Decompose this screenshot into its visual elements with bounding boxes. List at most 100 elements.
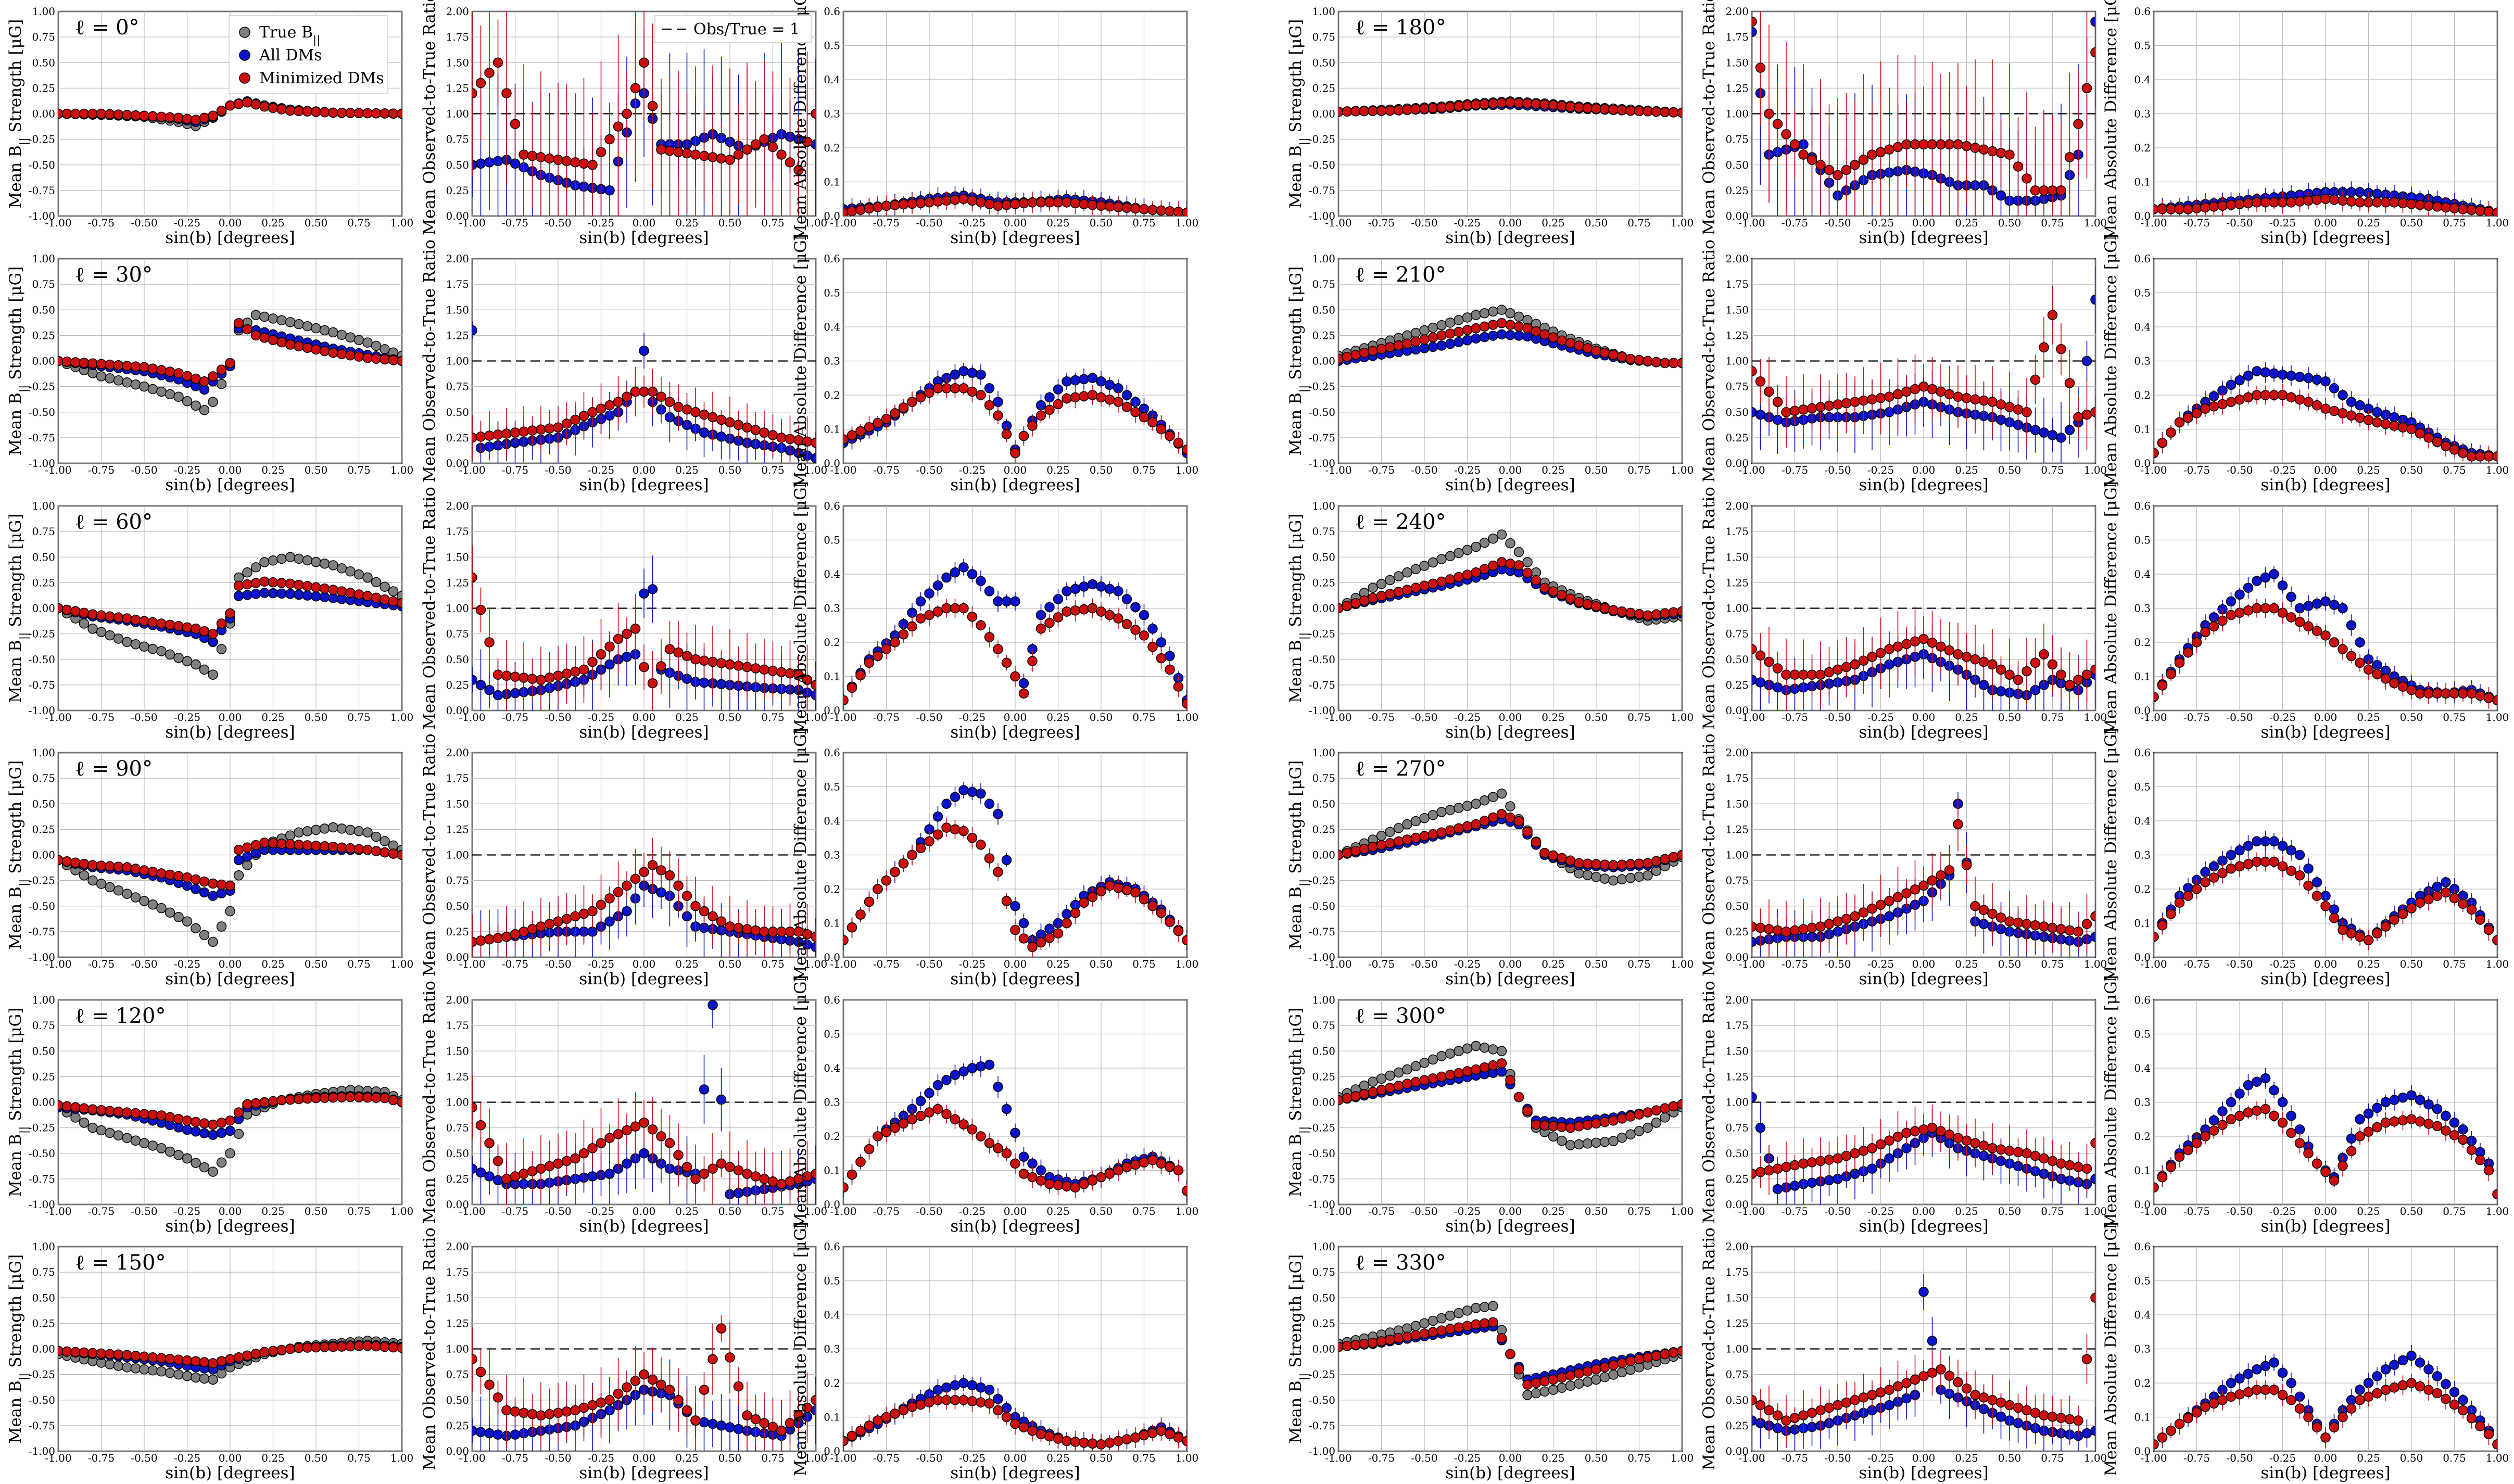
true-b-point — [199, 930, 210, 941]
min-dms-ratio-point — [1884, 144, 1894, 155]
x-tick-label: -1.00 — [45, 1205, 71, 1217]
x-tick-label: 0.50 — [305, 217, 328, 229]
min-dms-ratio-point — [492, 1156, 503, 1166]
y-tick-label: 0.75 — [32, 1019, 55, 1032]
y-tick-label: 0.2 — [824, 883, 840, 895]
min-dms-absdiff-point — [2423, 200, 2434, 211]
y-tick-label: 0.1 — [824, 670, 840, 683]
min-dms-ratio-point — [527, 674, 538, 684]
min-dms-ratio-point — [1781, 669, 1791, 680]
min-dms-absdiff-point — [1147, 1155, 1158, 1165]
all-dms-ratio-point — [587, 1171, 598, 1182]
all-dms-absdiff-point — [993, 1082, 1003, 1092]
min-dms-absdiff-point — [2483, 451, 2494, 462]
y-axis-label: Mean Observed-to-True Ratio — [420, 487, 439, 730]
min-dms-point — [208, 371, 218, 382]
true-b-point — [328, 822, 338, 833]
min-dms-absdiff-point — [1062, 393, 1072, 404]
min-dms-point — [1548, 586, 1559, 597]
min-dms-ratio-point — [742, 144, 752, 155]
y-tick-label: 0.25 — [446, 1419, 469, 1432]
true-b-point — [276, 315, 287, 326]
min-dms-ratio-point — [1752, 16, 1757, 27]
min-dms-ratio-point — [759, 1418, 769, 1428]
min-dms-point — [87, 358, 98, 369]
min-dms-point — [1616, 105, 1627, 116]
min-dms-absdiff-point — [1104, 1169, 1115, 1179]
all-dms-absdiff-point — [1001, 855, 1012, 866]
x-tick-label: 0.25 — [1542, 464, 1565, 476]
min-dms-point — [1368, 106, 1378, 117]
x-tick-label: -0.75 — [1368, 711, 1395, 724]
min-dms-point — [1410, 336, 1421, 347]
min-dms-absdiff-point — [2415, 199, 2425, 210]
y-tick-label: 0.50 — [32, 551, 55, 563]
y-axis-label: Mean Absolute Difference [μG] — [791, 975, 810, 1229]
min-dms-ratio-point — [699, 906, 710, 917]
x-tick-label: 0.25 — [1542, 217, 1565, 229]
true-b-point — [1445, 318, 1456, 328]
min-dms-point — [242, 1350, 252, 1361]
all-dms-absdiff-point — [1070, 375, 1081, 386]
true-b-point — [182, 1371, 193, 1381]
min-dms-ratio-point — [472, 572, 477, 583]
x-tick-label: -0.25 — [588, 1205, 614, 1217]
min-dms-absdiff-point — [2449, 203, 2460, 214]
min-dms-point — [380, 594, 390, 605]
min-dms-point — [165, 112, 175, 123]
all-dms-absdiff-point — [941, 572, 952, 583]
min-dms-ratio-point — [587, 656, 598, 667]
all-dms-ratio-point — [472, 675, 477, 685]
y-tick-label: 1.25 — [1725, 329, 1749, 341]
min-dms-point — [147, 1109, 158, 1120]
min-dms-ratio-point — [1910, 636, 1921, 647]
min-dms-absdiff-point — [2303, 195, 2314, 206]
x-tick-label: -0.50 — [916, 1452, 942, 1464]
min-dms-absdiff-point — [1035, 197, 1046, 208]
min-dms-absdiff-point — [881, 1412, 892, 1423]
x-tick-label: -0.75 — [2183, 464, 2210, 476]
min-dms-absdiff-point — [1156, 1425, 1167, 1436]
min-dms-point — [1625, 105, 1636, 116]
x-tick-label: -1.00 — [830, 1205, 856, 1217]
min-dms-ratio-point — [2081, 409, 2092, 420]
min-dms-point — [362, 591, 373, 601]
min-dms-absdiff-point — [2183, 204, 2193, 214]
min-dms-point — [1410, 104, 1421, 115]
all-dms-absdiff-point — [932, 811, 943, 822]
x-tick-label: 0.75 — [1627, 711, 1651, 724]
min-dms-ratio-point — [561, 1406, 572, 1417]
x-tick-label: 0.75 — [1132, 711, 1156, 724]
min-dms-ratio-point — [759, 427, 769, 438]
min-dms-ratio-point — [673, 880, 684, 891]
all-dms-absdiff-point — [967, 787, 978, 797]
min-dms-ratio-point — [742, 422, 752, 433]
all-dms-ratio-point — [811, 453, 816, 463]
y-tick-label: 1.00 — [32, 500, 55, 512]
x-tick-label: -1.00 — [45, 1452, 71, 1464]
true-b-point — [242, 567, 252, 578]
min-dms-ratio-point — [1841, 662, 1852, 673]
all-dms-ratio-point — [1995, 686, 2006, 696]
all-dms-absdiff-point — [993, 596, 1003, 607]
true-b-point — [259, 311, 270, 322]
x-tick-label: -0.75 — [502, 711, 528, 724]
all-dms-absdiff-point — [1079, 374, 1089, 385]
min-dms-point — [130, 1108, 141, 1119]
x-tick-label: 0.50 — [1090, 217, 1113, 229]
min-dms-absdiff-point — [976, 1131, 986, 1141]
plot-marks — [1752, 266, 2095, 463]
min-dms-point — [1454, 572, 1464, 582]
y-tick-label: 0.00 — [32, 355, 55, 367]
min-dms-absdiff-point — [890, 408, 900, 418]
y-tick-label: -0.75 — [1309, 432, 1335, 444]
min-dms-point — [1677, 358, 1682, 369]
x-tick-label: 0.00 — [633, 958, 656, 970]
x-tick-label: 0.75 — [2041, 711, 2064, 724]
min-dms-ratio-point — [630, 624, 641, 634]
min-dms-ratio-point — [733, 922, 744, 933]
all-dms-point — [208, 891, 218, 901]
x-tick-label: -0.50 — [131, 958, 157, 970]
min-dms-point — [311, 107, 321, 117]
